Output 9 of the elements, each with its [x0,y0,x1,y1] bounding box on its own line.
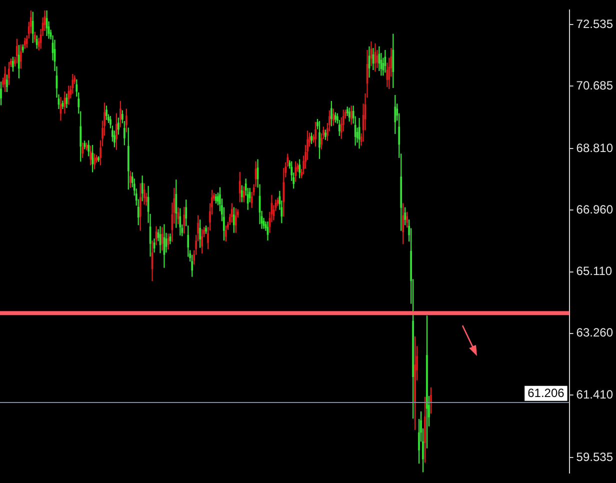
y-tick-label: 63.260 [576,326,614,340]
ref-line-label: 61.206 [528,386,565,400]
y-tick-label: 61.410 [576,387,614,402]
y-tick-label: 70.685 [576,78,614,92]
y-tick-label: 68.810 [576,140,614,155]
y-tick-label: 72.535 [576,16,614,31]
y-tick-label: 59.535 [576,450,614,464]
y-tick-label: 66.960 [576,202,614,217]
y-tick-label: 65.110 [576,264,612,278]
